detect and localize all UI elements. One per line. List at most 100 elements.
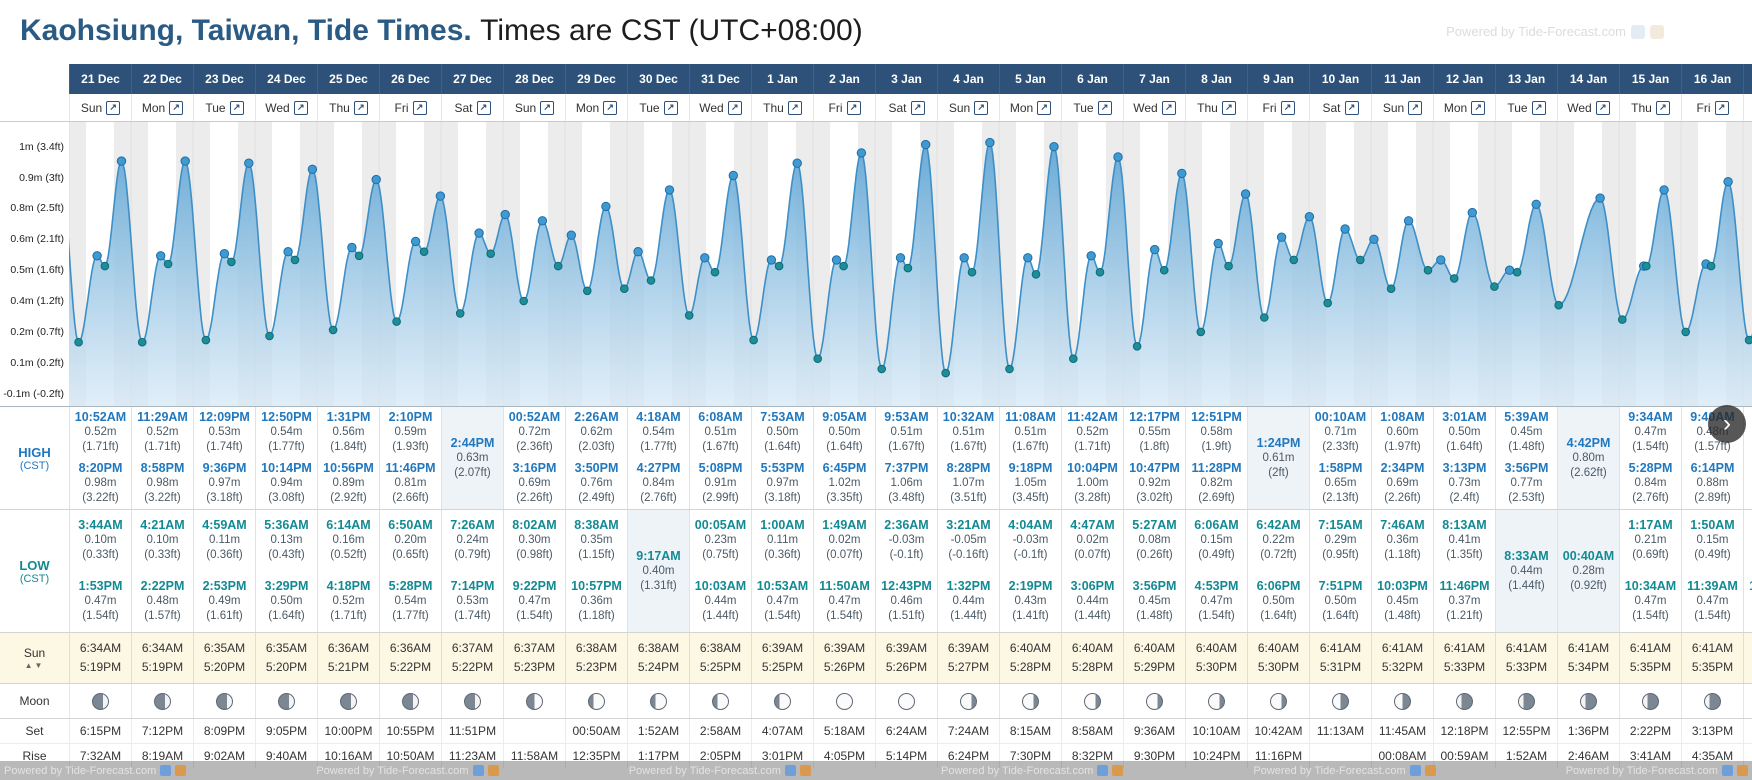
dow-cell[interactable]: Sat↗ xyxy=(441,94,503,121)
external-link-icon[interactable]: ↗ xyxy=(1221,100,1236,115)
dow-cell[interactable]: Thu ↗ xyxy=(751,94,813,121)
external-link-icon[interactable]: ↗ xyxy=(910,100,925,115)
date-header-cell[interactable]: 21 Dec xyxy=(69,64,131,94)
dow-cell[interactable]: Sat↗ xyxy=(875,94,937,121)
external-link-icon[interactable]: ↗ xyxy=(1037,100,1052,115)
external-link-icon[interactable]: ↗ xyxy=(663,100,678,115)
date-header-cell[interactable]: 9 Jan xyxy=(1247,64,1309,94)
footer-powered-by-link[interactable]: Powered by Tide-Forecast.com xyxy=(316,765,499,777)
date-header-cell[interactable]: 17 Jan xyxy=(1743,64,1752,94)
date-header-cell[interactable]: 12 Jan xyxy=(1433,64,1495,94)
date-header-cell[interactable]: 14 Jan xyxy=(1557,64,1619,94)
external-link-icon[interactable]: ↗ xyxy=(1408,100,1423,115)
date-header-cell[interactable]: 24 Dec xyxy=(255,64,317,94)
external-link-icon[interactable]: ↗ xyxy=(412,100,427,115)
external-link-icon[interactable]: ↗ xyxy=(1097,100,1112,115)
dow-cell[interactable]: Wed ↗ xyxy=(1123,94,1185,121)
external-link-icon[interactable]: ↗ xyxy=(1531,100,1546,115)
footer-social-icon[interactable] xyxy=(1112,765,1124,776)
dow-cell[interactable]: Wed ↗ xyxy=(1557,94,1619,121)
external-link-icon[interactable]: ↗ xyxy=(229,100,244,115)
date-header-cell[interactable]: 29 Dec xyxy=(565,64,627,94)
footer-social-icon[interactable] xyxy=(1721,765,1733,776)
dow-cell[interactable]: Sun ↗ xyxy=(69,94,131,121)
scroll-next-button[interactable]: › xyxy=(1708,405,1746,443)
date-header-cell[interactable]: 22 Dec xyxy=(131,64,193,94)
footer-social-icon[interactable] xyxy=(799,765,811,776)
footer-social-icon[interactable] xyxy=(487,765,499,776)
external-link-icon[interactable]: ↗ xyxy=(293,100,308,115)
dow-cell[interactable]: Sat↗ xyxy=(1743,94,1752,121)
date-header-cell[interactable]: 8 Jan xyxy=(1185,64,1247,94)
external-link-icon[interactable]: ↗ xyxy=(169,100,184,115)
date-header-cell[interactable]: 7 Jan xyxy=(1123,64,1185,94)
footer-powered-by-link[interactable]: Powered by Tide-Forecast.com xyxy=(1566,765,1748,777)
external-link-icon[interactable]: ↗ xyxy=(787,100,802,115)
dow-cell[interactable]: Tue ↗ xyxy=(1061,94,1123,121)
dow-cell[interactable]: Fri ↗ xyxy=(1681,94,1743,121)
external-link-icon[interactable]: ↗ xyxy=(106,100,121,115)
footer-social-icon[interactable] xyxy=(784,765,796,776)
dow-cell[interactable]: Thu ↗ xyxy=(317,94,379,121)
external-link-icon[interactable]: ↗ xyxy=(1344,100,1359,115)
date-header-cell[interactable]: 13 Jan xyxy=(1495,64,1557,94)
external-link-icon[interactable]: ↗ xyxy=(974,100,989,115)
date-header-cell[interactable]: 27 Dec xyxy=(441,64,503,94)
social-icon[interactable] xyxy=(1631,24,1645,39)
date-header-cell[interactable]: 30 Dec xyxy=(627,64,689,94)
dow-cell[interactable]: Tue ↗ xyxy=(1495,94,1557,121)
external-link-icon[interactable]: ↗ xyxy=(476,100,491,115)
dow-cell[interactable]: Fri ↗ xyxy=(813,94,875,121)
footer-social-icon[interactable] xyxy=(472,765,484,776)
dow-cell[interactable]: Sun ↗ xyxy=(937,94,999,121)
dow-cell[interactable]: Sun ↗ xyxy=(1371,94,1433,121)
date-header-cell[interactable]: 28 Dec xyxy=(503,64,565,94)
external-link-icon[interactable]: ↗ xyxy=(1280,100,1295,115)
external-link-icon[interactable]: ↗ xyxy=(353,100,368,115)
external-link-icon[interactable]: ↗ xyxy=(1714,100,1729,115)
footer-powered-by-link[interactable]: Powered by Tide-Forecast.com xyxy=(629,765,811,777)
date-header-cell[interactable]: 26 Dec xyxy=(379,64,441,94)
external-link-icon[interactable]: ↗ xyxy=(1595,100,1610,115)
footer-powered-by-link[interactable]: Powered by Tide-Forecast.com xyxy=(941,765,1124,777)
dow-cell[interactable]: Thu ↗ xyxy=(1619,94,1681,121)
dow-cell[interactable]: Tue ↗ xyxy=(193,94,255,121)
dow-cell[interactable]: Tue ↗ xyxy=(627,94,689,121)
footer-powered-by-link[interactable]: Powered by Tide-Forecast.com xyxy=(1253,765,1436,777)
date-header-cell[interactable]: 31 Dec xyxy=(689,64,751,94)
date-header-cell[interactable]: 4 Jan xyxy=(937,64,999,94)
footer-social-icon[interactable] xyxy=(1409,765,1421,776)
dow-cell[interactable]: Mon ↗ xyxy=(131,94,193,121)
external-link-icon[interactable]: ↗ xyxy=(846,100,861,115)
dow-cell[interactable]: Mon ↗ xyxy=(565,94,627,121)
powered-by-top[interactable]: Powered by Tide-Forecast.com xyxy=(1446,24,1664,39)
dow-cell[interactable]: Thu ↗ xyxy=(1185,94,1247,121)
footer-social-icon[interactable] xyxy=(1736,765,1748,776)
date-header-cell[interactable]: 23 Dec xyxy=(193,64,255,94)
footer-powered-by-link[interactable]: Powered by Tide-Forecast.com xyxy=(4,765,187,777)
dow-cell[interactable]: Mon ↗ xyxy=(1433,94,1495,121)
external-link-icon[interactable]: ↗ xyxy=(1161,100,1176,115)
date-header-cell[interactable]: 3 Jan xyxy=(875,64,937,94)
social-icon[interactable] xyxy=(1650,24,1664,39)
external-link-icon[interactable]: ↗ xyxy=(603,100,618,115)
footer-social-icon[interactable] xyxy=(1424,765,1436,776)
footer-social-icon[interactable] xyxy=(175,765,187,776)
dow-cell[interactable]: Sun ↗ xyxy=(503,94,565,121)
date-header-cell[interactable]: 10 Jan xyxy=(1309,64,1371,94)
dow-cell[interactable]: Mon ↗ xyxy=(999,94,1061,121)
date-header-cell[interactable]: 25 Dec xyxy=(317,64,379,94)
footer-social-icon[interactable] xyxy=(1097,765,1109,776)
dow-cell[interactable]: Fri ↗ xyxy=(379,94,441,121)
date-header-cell[interactable]: 5 Jan xyxy=(999,64,1061,94)
footer-social-icon[interactable] xyxy=(160,765,172,776)
external-link-icon[interactable]: ↗ xyxy=(1655,100,1670,115)
date-header-cell[interactable]: 16 Jan xyxy=(1681,64,1743,94)
date-header-cell[interactable]: 15 Jan xyxy=(1619,64,1681,94)
date-header-cell[interactable]: 1 Jan xyxy=(751,64,813,94)
date-header-cell[interactable]: 6 Jan xyxy=(1061,64,1123,94)
date-header-cell[interactable]: 2 Jan xyxy=(813,64,875,94)
dow-cell[interactable]: Wed ↗ xyxy=(255,94,317,121)
dow-cell[interactable]: Sat↗ xyxy=(1309,94,1371,121)
external-link-icon[interactable]: ↗ xyxy=(540,100,555,115)
